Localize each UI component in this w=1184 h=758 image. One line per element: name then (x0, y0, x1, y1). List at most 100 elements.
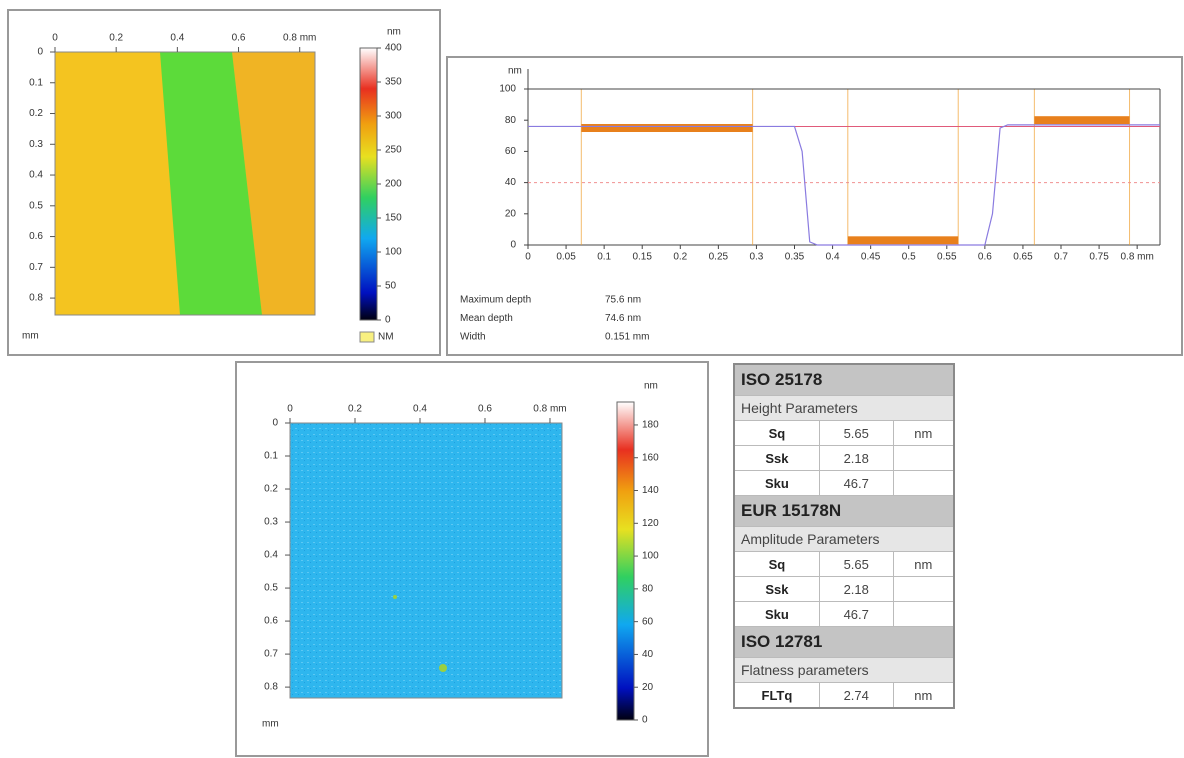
table-row: Height Parameters (733, 395, 955, 421)
parameter-table: ISO 25178 Height Parameters Sq 5.65 nm Ssk 2.1… (733, 363, 955, 709)
x-tick-label: 0.55 (937, 252, 957, 263)
x-tick-label: 0.8 mm (1120, 252, 1153, 263)
colorbar-tick-label: 0 (642, 715, 648, 726)
y-tick-label: 0 (272, 418, 278, 429)
y-tick-label: 0.2 (264, 484, 278, 495)
table-cell (892, 445, 955, 471)
colorbar-tick-label: 400 (385, 43, 402, 54)
colorbar-tick-label: 300 (385, 111, 402, 122)
table-row: Flatness parameters (733, 657, 955, 683)
colorbar-tick-label: 160 (642, 452, 659, 463)
table-cell: EUR 15178N (733, 495, 955, 527)
table-row: Sq 5.65 nm (733, 420, 955, 446)
table-cell: Ssk (733, 576, 820, 602)
table-cell: nm (892, 551, 955, 577)
table-cell: Sq (733, 551, 820, 577)
table-cell: Sku (733, 601, 820, 627)
plot-frame (289, 422, 563, 699)
x-tick-label: 0.45 (861, 252, 881, 263)
colorbar-tick-label: 200 (385, 179, 402, 190)
table-cell: Height Parameters (733, 395, 955, 421)
y-tick-label: 0.3 (29, 139, 43, 150)
map-spot (393, 595, 397, 599)
x-tick-label: 0 (287, 404, 293, 415)
table-cell: nm (892, 420, 955, 446)
profile-line (528, 124, 1160, 246)
table-cell: 46.7 (818, 470, 894, 496)
y-tick-label: 0.4 (29, 170, 43, 181)
segment (1034, 116, 1130, 125)
annotation-value: 0.151 mm (605, 332, 649, 343)
y-tick-label: 0 (510, 240, 516, 251)
annotation-label: Width (460, 332, 486, 343)
x-tick-label: 0.4 (413, 404, 427, 415)
colorbar-tick-label: 80 (642, 584, 654, 595)
y-tick-label: 0.5 (264, 583, 278, 594)
y-tick-label: 0.6 (29, 231, 43, 242)
map-region (290, 423, 562, 698)
x-tick-label: 0.4 (170, 33, 184, 44)
table-cell: ISO 12781 (733, 626, 955, 658)
table-row: Amplitude Parameters (733, 526, 955, 552)
y-tick-label: 80 (505, 115, 517, 126)
x-tick-label: 0.2 (109, 33, 123, 44)
x-tick-label: 0 (52, 33, 58, 44)
colorbar-unit: nm (644, 381, 658, 392)
table-row: EUR 15178N (733, 495, 955, 527)
table-cell: Sku (733, 470, 820, 496)
y-unit: mm (262, 719, 279, 730)
table-cell (892, 601, 955, 627)
table-row: Ssk 2.18 (733, 445, 955, 471)
annotation-label: Mean depth (460, 313, 513, 324)
colorbar-tick-label: 60 (642, 616, 654, 627)
x-tick-label: 0.65 (1013, 252, 1033, 263)
colorbar-tick-label: 120 (642, 518, 659, 529)
table-cell: 5.65 (818, 420, 894, 446)
x-tick-label: 0.8 mm (283, 33, 316, 44)
x-tick-label: 0.4 (826, 252, 840, 263)
x-tick-label: 0.6 (478, 404, 492, 415)
x-tick-label: 0.2 (348, 404, 362, 415)
table-row: Sq 5.65 nm (733, 551, 955, 577)
colorbar-tick-label: 20 (642, 682, 654, 693)
panel (446, 56, 1183, 356)
x-tick-label: 0.7 (1054, 252, 1068, 263)
segment (847, 236, 959, 245)
table-cell: Flatness parameters (733, 657, 955, 683)
x-tick-label: 0.15 (632, 252, 652, 263)
colorbar (616, 401, 635, 721)
map-region (160, 52, 262, 315)
y-tick-label: 0.7 (264, 649, 278, 660)
table-row: Sku 46.7 (733, 601, 955, 627)
annotation-value: 75.6 nm (605, 295, 641, 306)
colorbar (359, 47, 378, 321)
y-tick-label: 0.8 (264, 682, 278, 693)
x-tick-label: 0.75 (1089, 252, 1109, 263)
y-tick-label: 0 (37, 47, 43, 58)
segment (581, 124, 753, 132)
x-tick-label: 0.2 (673, 252, 687, 263)
table-cell: 2.74 (818, 682, 894, 709)
table-cell: FLTq (733, 682, 820, 709)
y-tick-label: 0.1 (29, 77, 43, 88)
y-tick-label: 0.2 (29, 108, 43, 119)
map-spot (439, 664, 447, 672)
table-row: ISO 12781 (733, 626, 955, 658)
colorbar-tick-label: 0 (385, 315, 391, 326)
table-cell: ISO 25178 (733, 363, 955, 396)
table-cell: Amplitude Parameters (733, 526, 955, 552)
x-tick-label: 0.6 (232, 33, 246, 44)
table-row: ISO 25178 (733, 363, 955, 396)
table-row: Ssk 2.18 (733, 576, 955, 602)
y-tick-label: 40 (505, 177, 517, 188)
y-tick-label: 0.3 (264, 517, 278, 528)
y-tick-label: 60 (505, 146, 517, 157)
x-tick-label: 0.1 (597, 252, 611, 263)
table-cell: 46.7 (818, 601, 894, 627)
y-tick-label: 20 (505, 208, 517, 219)
colorbar-tick-label: 350 (385, 77, 402, 88)
y-tick-label: 0.6 (264, 616, 278, 627)
table-cell: Sq (733, 420, 820, 446)
